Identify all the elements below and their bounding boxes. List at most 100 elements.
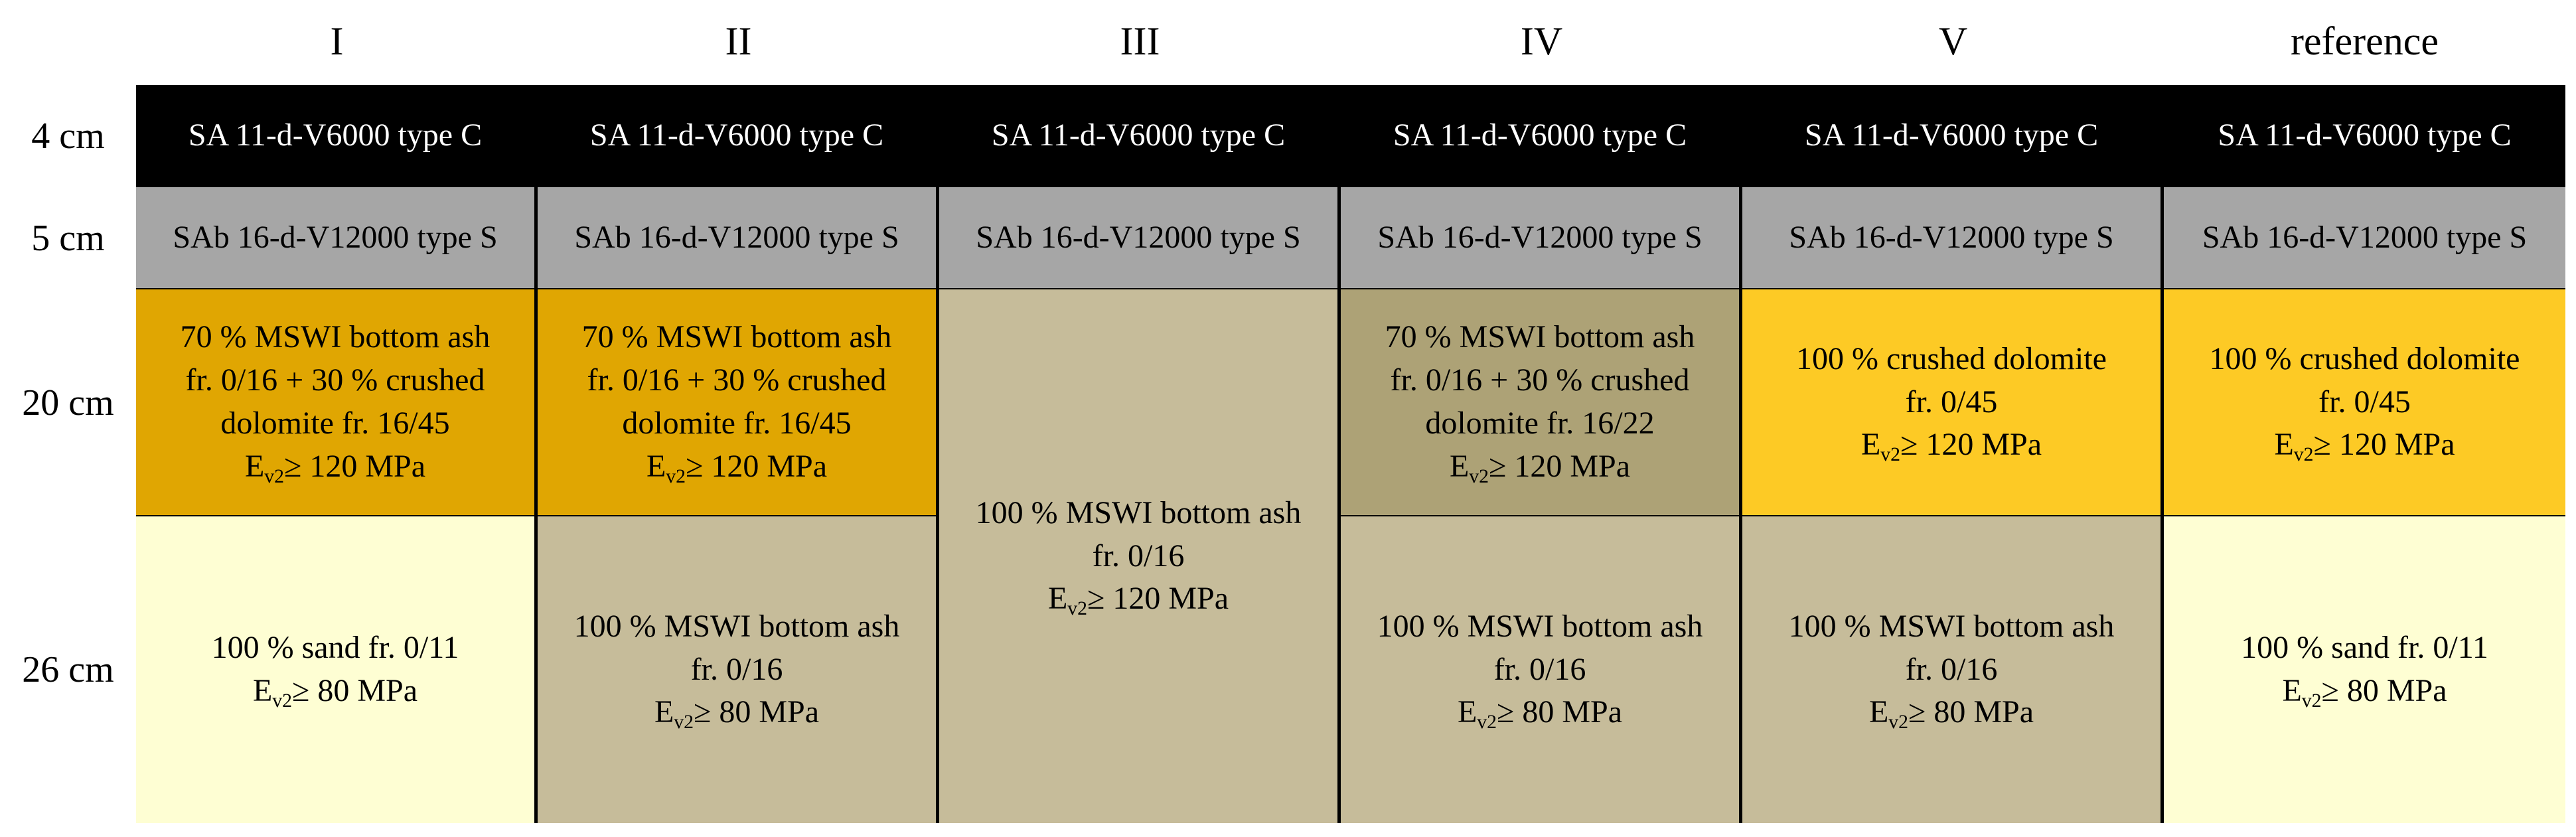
surface-course-II: SA 11-d-V6000 type C [538, 85, 936, 186]
layer-text-line: fr. 0/16 [1905, 651, 1998, 687]
surface-course-reference: SA 11-d-V6000 type C [2164, 85, 2565, 186]
ev2-value: ≥ 120 MPa [1087, 581, 1229, 617]
subbase-layer-V: 100 % MSWI bottom ash fr. 0/16 Ev2≥ 80 MPa [1742, 516, 2160, 823]
base-layer-I: 70 % MSWI bottom ash fr. 0/16 + 30 % crus… [136, 289, 534, 515]
layer-description: 100 % crushed dolomite fr. 0/45 Ev2≥ 120 M… [2210, 338, 2520, 467]
ev2-value: ≥ 120 MPa [1900, 427, 2042, 463]
base-layer-V: 100 % crushed dolomite fr. 0/45 Ev2≥ 120 M… [1742, 289, 2160, 515]
ev2-requirement: Ev2≥ 120 MPa [1796, 423, 2107, 467]
layer-text-line: 100 % crushed dolomite [1796, 341, 2107, 376]
ev2-symbol: E [1047, 581, 1068, 617]
layer-text-line: fr. 0/16 + 30 % crushed [1390, 362, 1690, 398]
ev2-symbol: E [1457, 694, 1477, 730]
binder-course-reference: SAb 16-d-V12000 type S [2164, 187, 2565, 288]
ev2-value: ≥ 120 MPa [2313, 427, 2455, 463]
layer-description: 100 % MSWI bottom ash fr. 0/16 Ev2≥ 80 MPa [1377, 605, 1703, 734]
column-header-IV: IV [1520, 19, 1563, 63]
base-layer-II: 70 % MSWI bottom ash fr. 0/16 + 30 % crus… [538, 289, 936, 515]
layer-text-line: 100 % crushed dolomite [2209, 341, 2520, 376]
column-header-II: II [725, 19, 752, 63]
base-layer-reference: 100 % crushed dolomite fr. 0/45 Ev2≥ 120 M… [2164, 289, 2565, 515]
ev2-subscript: v2 [2301, 689, 2322, 712]
layer-text-line: 100 % sand fr. 0/11 [211, 630, 459, 666]
layer-description: 100 % sand fr. 0/11 Ev2≥ 80 MPa [212, 627, 459, 713]
layer-text-line: 100 % MSWI bottom ash [1788, 608, 2115, 644]
ev2-symbol: E [252, 673, 273, 708]
ev2-subscript: v2 [1469, 465, 1489, 487]
layer-description: 100 % sand fr. 0/11 Ev2≥ 80 MPa [2241, 627, 2488, 713]
layer-text-line: 100 % MSWI bottom ash [1377, 608, 1703, 644]
ev2-value: ≥ 80 MPa [1497, 694, 1623, 730]
ev2-symbol: E [646, 448, 666, 484]
thickness-label-20cm: 20 cm [22, 382, 114, 423]
layer-text-line: 100 % MSWI bottom ash [573, 608, 900, 644]
surface-course-V: SA 11-d-V6000 type C [1742, 85, 2160, 186]
ev2-symbol: E [2282, 673, 2302, 708]
layer-description: 100 % MSWI bottom ash fr. 0/16 Ev2≥ 80 MPa [1789, 605, 2115, 734]
layer-text-line: fr. 0/45 [2318, 384, 2411, 419]
ev2-symbol: E [2274, 427, 2294, 463]
layer-text-line: fr. 0/16 + 30 % crushed [185, 362, 485, 398]
layer-description: 70 % MSWI bottom ash fr. 0/16 + 30 % crus… [582, 316, 892, 488]
ev2-requirement: Ev2≥ 120 MPa [1385, 445, 1695, 489]
layer-text-line: 100 % MSWI bottom ash [975, 495, 1302, 530]
ev2-value: ≥ 80 MPa [292, 673, 418, 708]
layer-description: 70 % MSWI bottom ash fr. 0/16 + 30 % crus… [181, 316, 491, 488]
column-header-I: I [330, 19, 344, 63]
ev2-subscript: v2 [264, 465, 285, 487]
layer-text-line: fr. 0/16 [1493, 651, 1586, 687]
column-header-V: V [1938, 19, 1968, 63]
ev2-subscript: v2 [1477, 711, 1497, 733]
ev2-symbol: E [654, 694, 674, 730]
thickness-label-26cm: 26 cm [22, 649, 114, 690]
binder-course-IV: SAb 16-d-V12000 type S [1341, 187, 1739, 288]
column-header-III: III [1120, 19, 1160, 63]
subbase-layer-reference: 100 % sand fr. 0/11 Ev2≥ 80 MPa [2164, 516, 2565, 823]
surface-course-IV: SA 11-d-V6000 type C [1341, 85, 1739, 186]
ev2-value: ≥ 80 MPa [2321, 673, 2447, 708]
ev2-value: ≥ 80 MPa [1908, 694, 2034, 730]
layer-text-line: fr. 0/45 [1905, 384, 1998, 419]
surface-course-III: SA 11-d-V6000 type C [939, 85, 1337, 186]
ev2-requirement: Ev2≥ 120 MPa [582, 445, 892, 489]
ev2-subscript: v2 [666, 465, 686, 487]
binder-course-I: SAb 16-d-V12000 type S [136, 187, 534, 288]
subbase-layer-I: 100 % sand fr. 0/11 Ev2≥ 80 MPa [136, 516, 534, 823]
layer-description: 100 % MSWI bottom ash fr. 0/16 Ev2≥ 80 MPa [574, 605, 900, 734]
ev2-subscript: v2 [1880, 443, 1901, 466]
ev2-requirement: Ev2≥ 120 MPa [2210, 423, 2520, 467]
base-layer-III: 100 % MSWI bottom ash fr. 0/16 Ev2≥ 120 MP… [939, 289, 1337, 823]
layer-text-line: 70 % MSWI bottom ash [1385, 319, 1695, 355]
ev2-symbol: E [1449, 448, 1470, 484]
ev2-value: ≥ 120 MPa [686, 448, 828, 484]
layer-description: 100 % MSWI bottom ash fr. 0/16 Ev2≥ 120 MP… [976, 492, 1302, 621]
ev2-subscript: v2 [272, 689, 293, 712]
ev2-value: ≥ 80 MPa [694, 694, 820, 730]
ev2-requirement: Ev2≥ 80 MPa [212, 670, 459, 713]
ev2-subscript: v2 [674, 711, 694, 733]
layer-description: 70 % MSWI bottom ash fr. 0/16 + 30 % crus… [1385, 316, 1695, 488]
column-header-reference: reference [2290, 19, 2439, 63]
thickness-label-4cm: 4 cm [31, 115, 105, 157]
layer-text-line: 100 % sand fr. 0/11 [2241, 630, 2488, 666]
ev2-requirement: Ev2≥ 80 MPa [1789, 691, 2115, 734]
ev2-requirement: Ev2≥ 80 MPa [574, 691, 900, 734]
subbase-layer-II: 100 % MSWI bottom ash fr. 0/16 Ev2≥ 80 MPa [538, 516, 936, 823]
ev2-symbol: E [1860, 427, 1881, 463]
layer-text-line: dolomite fr. 16/22 [1425, 406, 1655, 441]
binder-course-V: SAb 16-d-V12000 type S [1742, 187, 2160, 288]
ev2-subscript: v2 [1067, 597, 1088, 620]
ev2-requirement: Ev2≥ 80 MPa [1377, 691, 1703, 734]
ev2-value: ≥ 120 MPa [1489, 448, 1631, 484]
subbase-layer-IV: 100 % MSWI bottom ash fr. 0/16 Ev2≥ 80 MPa [1341, 516, 1739, 823]
layer-text-line: dolomite fr. 16/45 [622, 406, 852, 441]
layer-text-line: 70 % MSWI bottom ash [180, 319, 491, 355]
ev2-symbol: E [244, 448, 265, 484]
ev2-subscript: v2 [2293, 443, 2314, 466]
binder-course-II: SAb 16-d-V12000 type S [538, 187, 936, 288]
ev2-symbol: E [1868, 694, 1889, 730]
layer-text-line: fr. 0/16 [1092, 538, 1185, 573]
surface-course-I: SA 11-d-V6000 type C [136, 85, 534, 186]
ev2-requirement: Ev2≥ 80 MPa [2241, 670, 2488, 713]
thickness-label-5cm: 5 cm [31, 218, 105, 259]
